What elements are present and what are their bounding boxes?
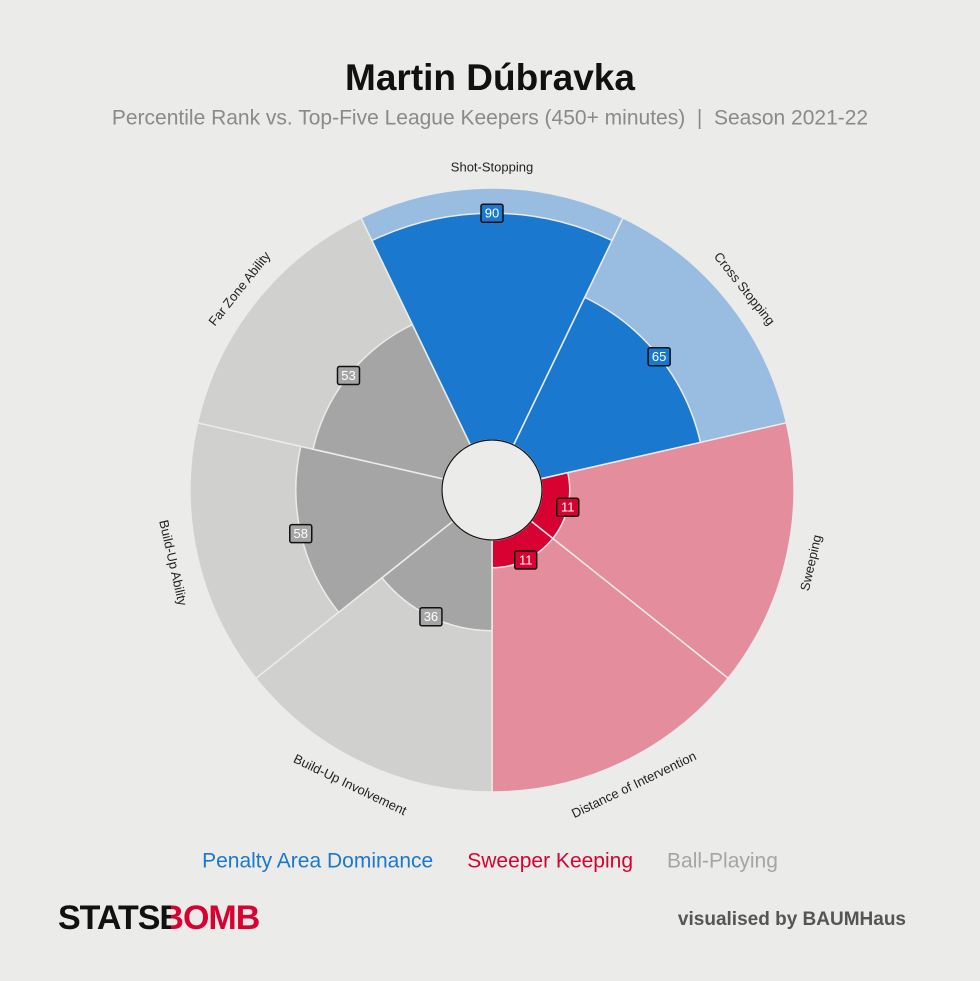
legend-entry: Sweeper Keeping (467, 850, 633, 873)
value-label-box (419, 607, 443, 627)
value-label-box (513, 550, 538, 570)
value-label-box (647, 346, 671, 367)
value-label: 58 (294, 526, 308, 541)
value-label-box (480, 203, 504, 223)
legend-entry: Penalty Area Dominance (202, 850, 433, 873)
chart-title: Martin Dúbravka (345, 57, 635, 98)
legend: Penalty Area Dominance Sweeper Keeping Bal… (202, 850, 778, 873)
value-label: 11 (519, 552, 533, 567)
chart-subtitle: Percentile Rank vs. Top-Five League Keep… (112, 107, 868, 130)
value-label: 65 (652, 349, 666, 364)
value-label-box (556, 497, 580, 518)
value-label: 90 (485, 206, 499, 221)
value-label-box (289, 523, 313, 544)
value-label: 11 (561, 500, 575, 515)
legend-entry: Ball-Playing (667, 850, 778, 873)
value-label: 53 (341, 368, 355, 383)
logo: STATSBOMB (58, 899, 260, 937)
value-label-box (336, 365, 361, 386)
category-label: Shot-Stopping (451, 159, 533, 174)
value-label: 36 (424, 609, 438, 624)
credit: visualised by BAUMHaus (678, 909, 906, 930)
center-hole (441, 439, 543, 541)
